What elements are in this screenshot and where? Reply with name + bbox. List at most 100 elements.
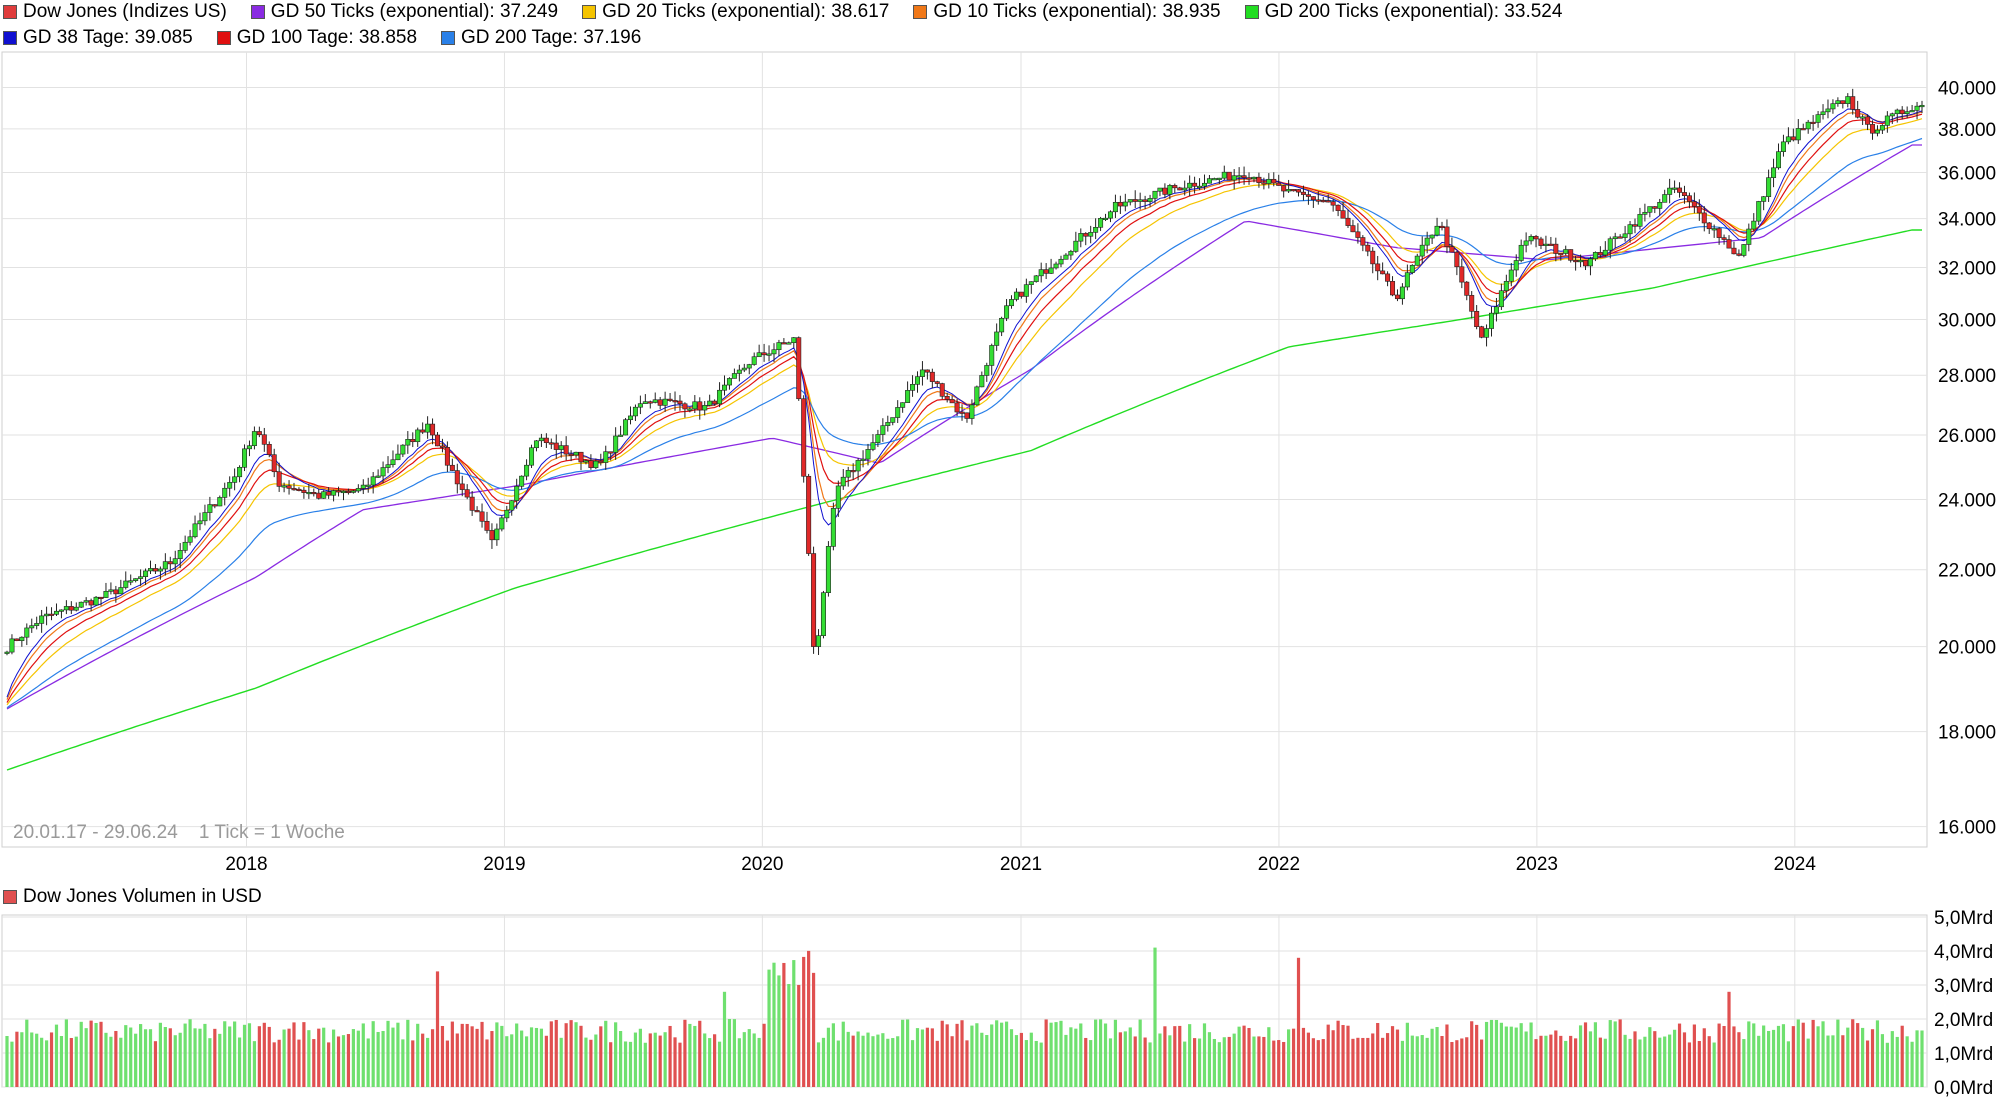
legend-item-gd10-exp[interactable]: GD 10 Ticks (exponential): 38.935 bbox=[913, 1, 1221, 23]
legend-item-gd200-exp[interactable]: GD 200 Ticks (exponential): 33.524 bbox=[1244, 1, 1562, 23]
volume-bar bbox=[1148, 1042, 1152, 1087]
volume-bar bbox=[678, 1042, 682, 1087]
legend-item-gd200[interactable]: GD 200 Tage: 37.196 bbox=[441, 27, 641, 49]
candle-up bbox=[1756, 201, 1762, 222]
volume-bar bbox=[1870, 1029, 1875, 1087]
volume-bar bbox=[1682, 1032, 1687, 1087]
volume-bar bbox=[1534, 1039, 1538, 1087]
candle-down bbox=[1899, 109, 1905, 115]
volume-bar bbox=[1000, 1022, 1004, 1087]
volume-bar bbox=[228, 1026, 232, 1087]
candle-down bbox=[1731, 247, 1737, 255]
legend-item-volume[interactable]: Dow Jones Volumen in USD bbox=[3, 886, 262, 908]
volume-bar bbox=[143, 1029, 148, 1087]
volume-bar bbox=[1118, 1032, 1122, 1087]
volume-bar bbox=[64, 1019, 68, 1087]
volume-bar bbox=[638, 1028, 642, 1087]
volume-bar bbox=[1197, 1038, 1202, 1087]
candle-down bbox=[449, 464, 455, 471]
candle-up bbox=[246, 445, 252, 450]
volume-bar bbox=[1489, 1019, 1494, 1087]
volume-bar bbox=[1430, 1028, 1434, 1087]
volume-bar bbox=[1212, 1038, 1216, 1087]
candle-up bbox=[1518, 244, 1524, 261]
volume-bar bbox=[1128, 1027, 1132, 1087]
volume-grid bbox=[2, 916, 1927, 1088]
candle-up bbox=[1038, 269, 1044, 277]
candle-up bbox=[919, 369, 925, 377]
volume-bar bbox=[1598, 1037, 1602, 1087]
volume-bar bbox=[1054, 1022, 1058, 1087]
volume-bar bbox=[1796, 1019, 1800, 1087]
volume-bar bbox=[1024, 1040, 1028, 1087]
candle-up bbox=[1820, 111, 1826, 115]
candle-up bbox=[984, 365, 990, 376]
legend-item-gd100[interactable]: GD 100 Tage: 38.858 bbox=[216, 27, 417, 49]
volume-bar bbox=[777, 975, 781, 1087]
candle-down bbox=[1083, 233, 1089, 237]
volume-bar bbox=[1410, 1035, 1414, 1087]
legend-item-dow-jones[interactable]: Dow Jones (Indizes US) bbox=[3, 1, 227, 23]
volume-bar bbox=[401, 1039, 405, 1087]
price-tick-label: 36.000 bbox=[1938, 163, 1996, 184]
candle-up bbox=[350, 490, 356, 493]
candle-down bbox=[1870, 124, 1876, 134]
volume-bar bbox=[816, 1042, 821, 1087]
volume-bar bbox=[1113, 1019, 1118, 1087]
candle-up bbox=[741, 367, 747, 371]
candle-down bbox=[1043, 269, 1049, 274]
volume-bar bbox=[1306, 1032, 1311, 1087]
volume-bar bbox=[1504, 1026, 1508, 1087]
candle-up bbox=[1498, 290, 1504, 308]
volume-bar bbox=[1361, 1037, 1365, 1087]
candle-up bbox=[9, 638, 15, 653]
legend-item-gd20-exp[interactable]: GD 20 Ticks (exponential): 38.617 bbox=[582, 1, 889, 23]
volume-bar bbox=[1742, 1039, 1746, 1087]
price-plot-area bbox=[1, 51, 1928, 848]
candle-up bbox=[1746, 228, 1752, 245]
candle-up bbox=[840, 476, 846, 487]
legend-item-gd38[interactable]: GD 38 Tage: 39.085 bbox=[3, 27, 193, 49]
candle-up bbox=[1503, 280, 1509, 292]
volume-bar bbox=[579, 1025, 583, 1087]
date-range-note: 20.01.17 - 29.06.24 1 Tick = 1 Woche bbox=[13, 822, 345, 843]
volume-bar bbox=[361, 1023, 365, 1087]
volume-bar bbox=[292, 1022, 296, 1087]
volume-bar bbox=[1009, 1029, 1014, 1087]
volume-bar bbox=[520, 1030, 524, 1087]
volume-bar bbox=[1232, 1033, 1236, 1087]
volume-bar bbox=[1089, 1040, 1093, 1087]
volume-bar bbox=[341, 1035, 346, 1087]
price-tick-label: 28.000 bbox=[1938, 366, 1996, 387]
candle-down bbox=[410, 439, 416, 443]
legend-item-gd50-exp[interactable]: GD 50 Ticks (exponential): 37.249 bbox=[250, 1, 558, 23]
candle-down bbox=[1865, 116, 1871, 125]
candle-up bbox=[910, 384, 916, 391]
candle-up bbox=[870, 442, 876, 450]
candle-up bbox=[123, 580, 129, 588]
candle-up bbox=[1860, 116, 1866, 119]
candle-down bbox=[1617, 236, 1623, 239]
candle-up bbox=[138, 576, 144, 579]
candle-down bbox=[949, 399, 955, 404]
candle-down bbox=[1142, 199, 1148, 202]
volume-bar bbox=[1019, 1032, 1024, 1087]
legend-swatch bbox=[913, 5, 928, 19]
candle-up bbox=[128, 580, 134, 583]
volume-bar bbox=[915, 1028, 920, 1087]
candle-down bbox=[1117, 201, 1123, 207]
volume-bar bbox=[237, 1037, 242, 1087]
candle-up bbox=[1053, 263, 1059, 269]
candle-down bbox=[291, 488, 297, 491]
volume-bar bbox=[257, 1026, 261, 1087]
legend-label: GD 200 Tage: 37.196 bbox=[461, 27, 642, 48]
candle-up bbox=[321, 491, 327, 499]
ma-line-gd38-days bbox=[6, 108, 1923, 698]
volume-bar bbox=[599, 1026, 603, 1087]
volume-bar bbox=[1519, 1023, 1523, 1087]
candle-up bbox=[652, 399, 658, 403]
candle-down bbox=[1340, 210, 1346, 219]
candle-up bbox=[340, 490, 346, 494]
candle-up bbox=[1107, 211, 1113, 219]
